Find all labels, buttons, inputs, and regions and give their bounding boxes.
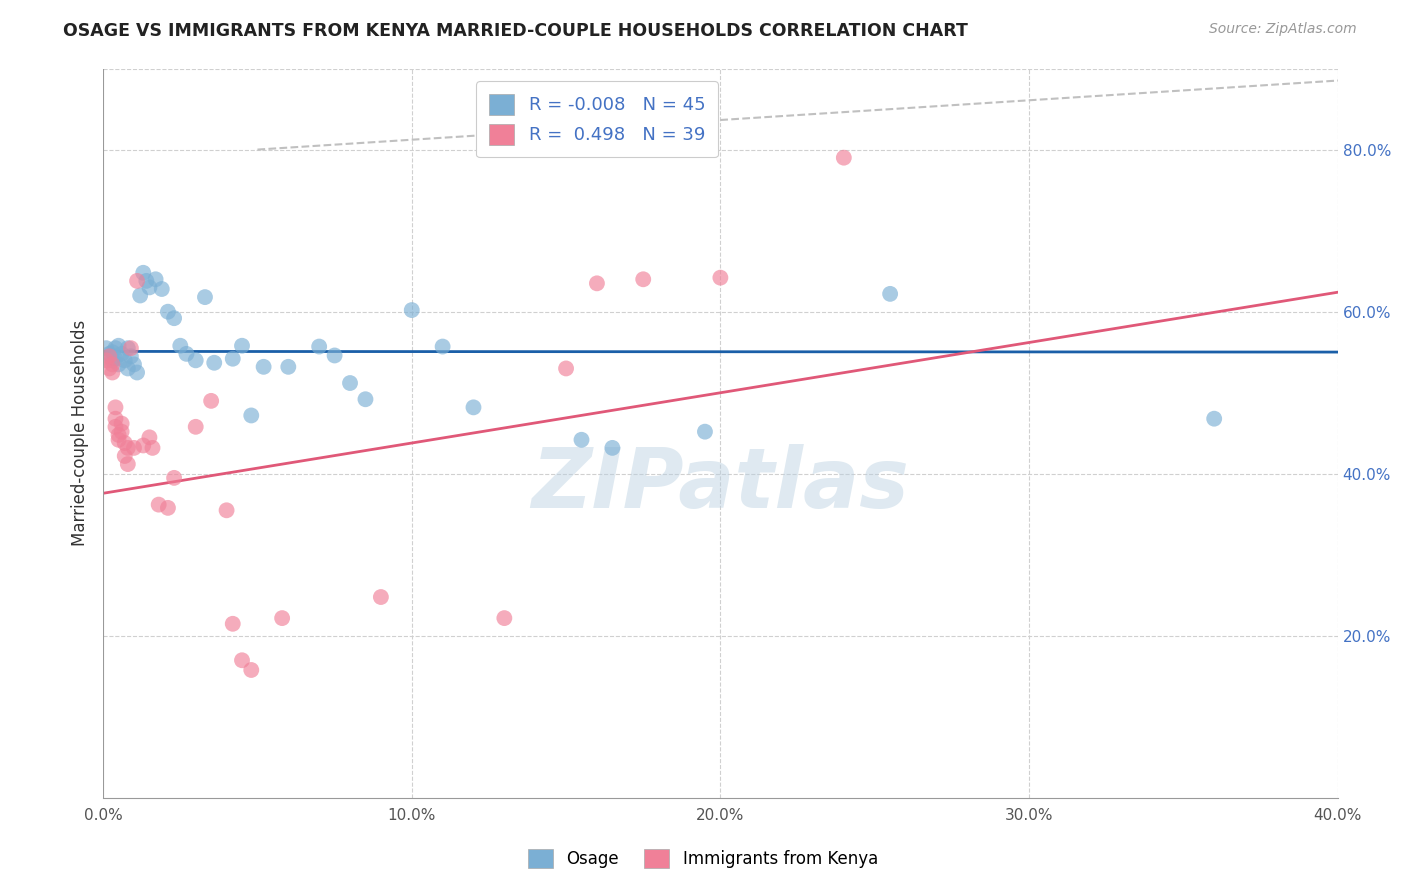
Point xyxy=(101,366,124,380)
Point xyxy=(107,358,129,372)
Point xyxy=(240,409,263,423)
Point xyxy=(602,441,624,455)
Point xyxy=(401,303,423,318)
Text: ZIPatlas: ZIPatlas xyxy=(531,444,910,524)
Point xyxy=(631,272,654,286)
Point xyxy=(104,411,127,425)
Point xyxy=(145,272,167,286)
Point xyxy=(98,349,121,363)
Point xyxy=(114,449,136,463)
Point xyxy=(163,471,186,485)
Point xyxy=(101,345,124,359)
Point xyxy=(150,282,173,296)
Point xyxy=(832,151,855,165)
Point xyxy=(163,311,186,326)
Point xyxy=(98,361,121,376)
Point xyxy=(240,663,263,677)
Point xyxy=(104,401,127,415)
Point xyxy=(169,339,191,353)
Point xyxy=(125,366,148,380)
Point xyxy=(463,401,485,415)
Point xyxy=(138,430,160,444)
Point xyxy=(222,351,245,366)
Point xyxy=(122,358,145,372)
Point xyxy=(114,353,136,368)
Point xyxy=(339,376,361,390)
Point xyxy=(693,425,716,439)
Point xyxy=(308,340,330,354)
Point xyxy=(104,341,127,355)
Point xyxy=(117,341,139,355)
Point xyxy=(129,288,152,302)
Text: Source: ZipAtlas.com: Source: ZipAtlas.com xyxy=(1209,22,1357,37)
Legend: Osage, Immigrants from Kenya: Osage, Immigrants from Kenya xyxy=(522,842,884,875)
Point xyxy=(370,590,392,604)
Point xyxy=(432,340,454,354)
Point xyxy=(117,457,139,471)
Point xyxy=(101,353,124,368)
Point xyxy=(104,351,127,366)
Point xyxy=(215,503,238,517)
Point xyxy=(354,392,377,407)
Point xyxy=(231,339,253,353)
Point xyxy=(156,304,179,318)
Point xyxy=(135,274,157,288)
Point xyxy=(101,358,124,372)
Point xyxy=(132,266,155,280)
Point xyxy=(125,274,148,288)
Point xyxy=(120,341,142,355)
Point xyxy=(571,433,593,447)
Point xyxy=(231,653,253,667)
Point xyxy=(111,347,134,361)
Point xyxy=(202,356,225,370)
Point xyxy=(879,286,901,301)
Point xyxy=(111,425,134,439)
Point xyxy=(586,277,609,291)
Point xyxy=(98,347,121,361)
Point xyxy=(117,441,139,455)
Point xyxy=(222,616,245,631)
Point xyxy=(138,280,160,294)
Point xyxy=(184,419,207,434)
Point xyxy=(120,349,142,363)
Point xyxy=(104,419,127,434)
Point xyxy=(709,270,731,285)
Point xyxy=(271,611,294,625)
Point xyxy=(176,347,198,361)
Point xyxy=(252,359,274,374)
Point xyxy=(132,438,155,452)
Point xyxy=(111,417,134,431)
Point xyxy=(122,441,145,455)
Point xyxy=(107,339,129,353)
Point xyxy=(555,361,578,376)
Point xyxy=(494,611,516,625)
Point xyxy=(141,441,163,455)
Point xyxy=(156,500,179,515)
Point xyxy=(107,433,129,447)
Point xyxy=(194,290,217,304)
Point xyxy=(184,353,207,368)
Point xyxy=(200,393,222,408)
Point xyxy=(107,428,129,442)
Point xyxy=(323,349,346,363)
Point xyxy=(1204,411,1226,425)
Point xyxy=(114,436,136,450)
Point xyxy=(277,359,299,374)
Legend: R = -0.008   N = 45, R =  0.498   N = 39: R = -0.008 N = 45, R = 0.498 N = 39 xyxy=(477,81,718,157)
Y-axis label: Married-couple Households: Married-couple Households xyxy=(72,320,89,547)
Point xyxy=(148,498,170,512)
Point xyxy=(96,353,118,368)
Text: OSAGE VS IMMIGRANTS FROM KENYA MARRIED-COUPLE HOUSEHOLDS CORRELATION CHART: OSAGE VS IMMIGRANTS FROM KENYA MARRIED-C… xyxy=(63,22,969,40)
Point xyxy=(96,341,118,355)
Point xyxy=(117,361,139,376)
